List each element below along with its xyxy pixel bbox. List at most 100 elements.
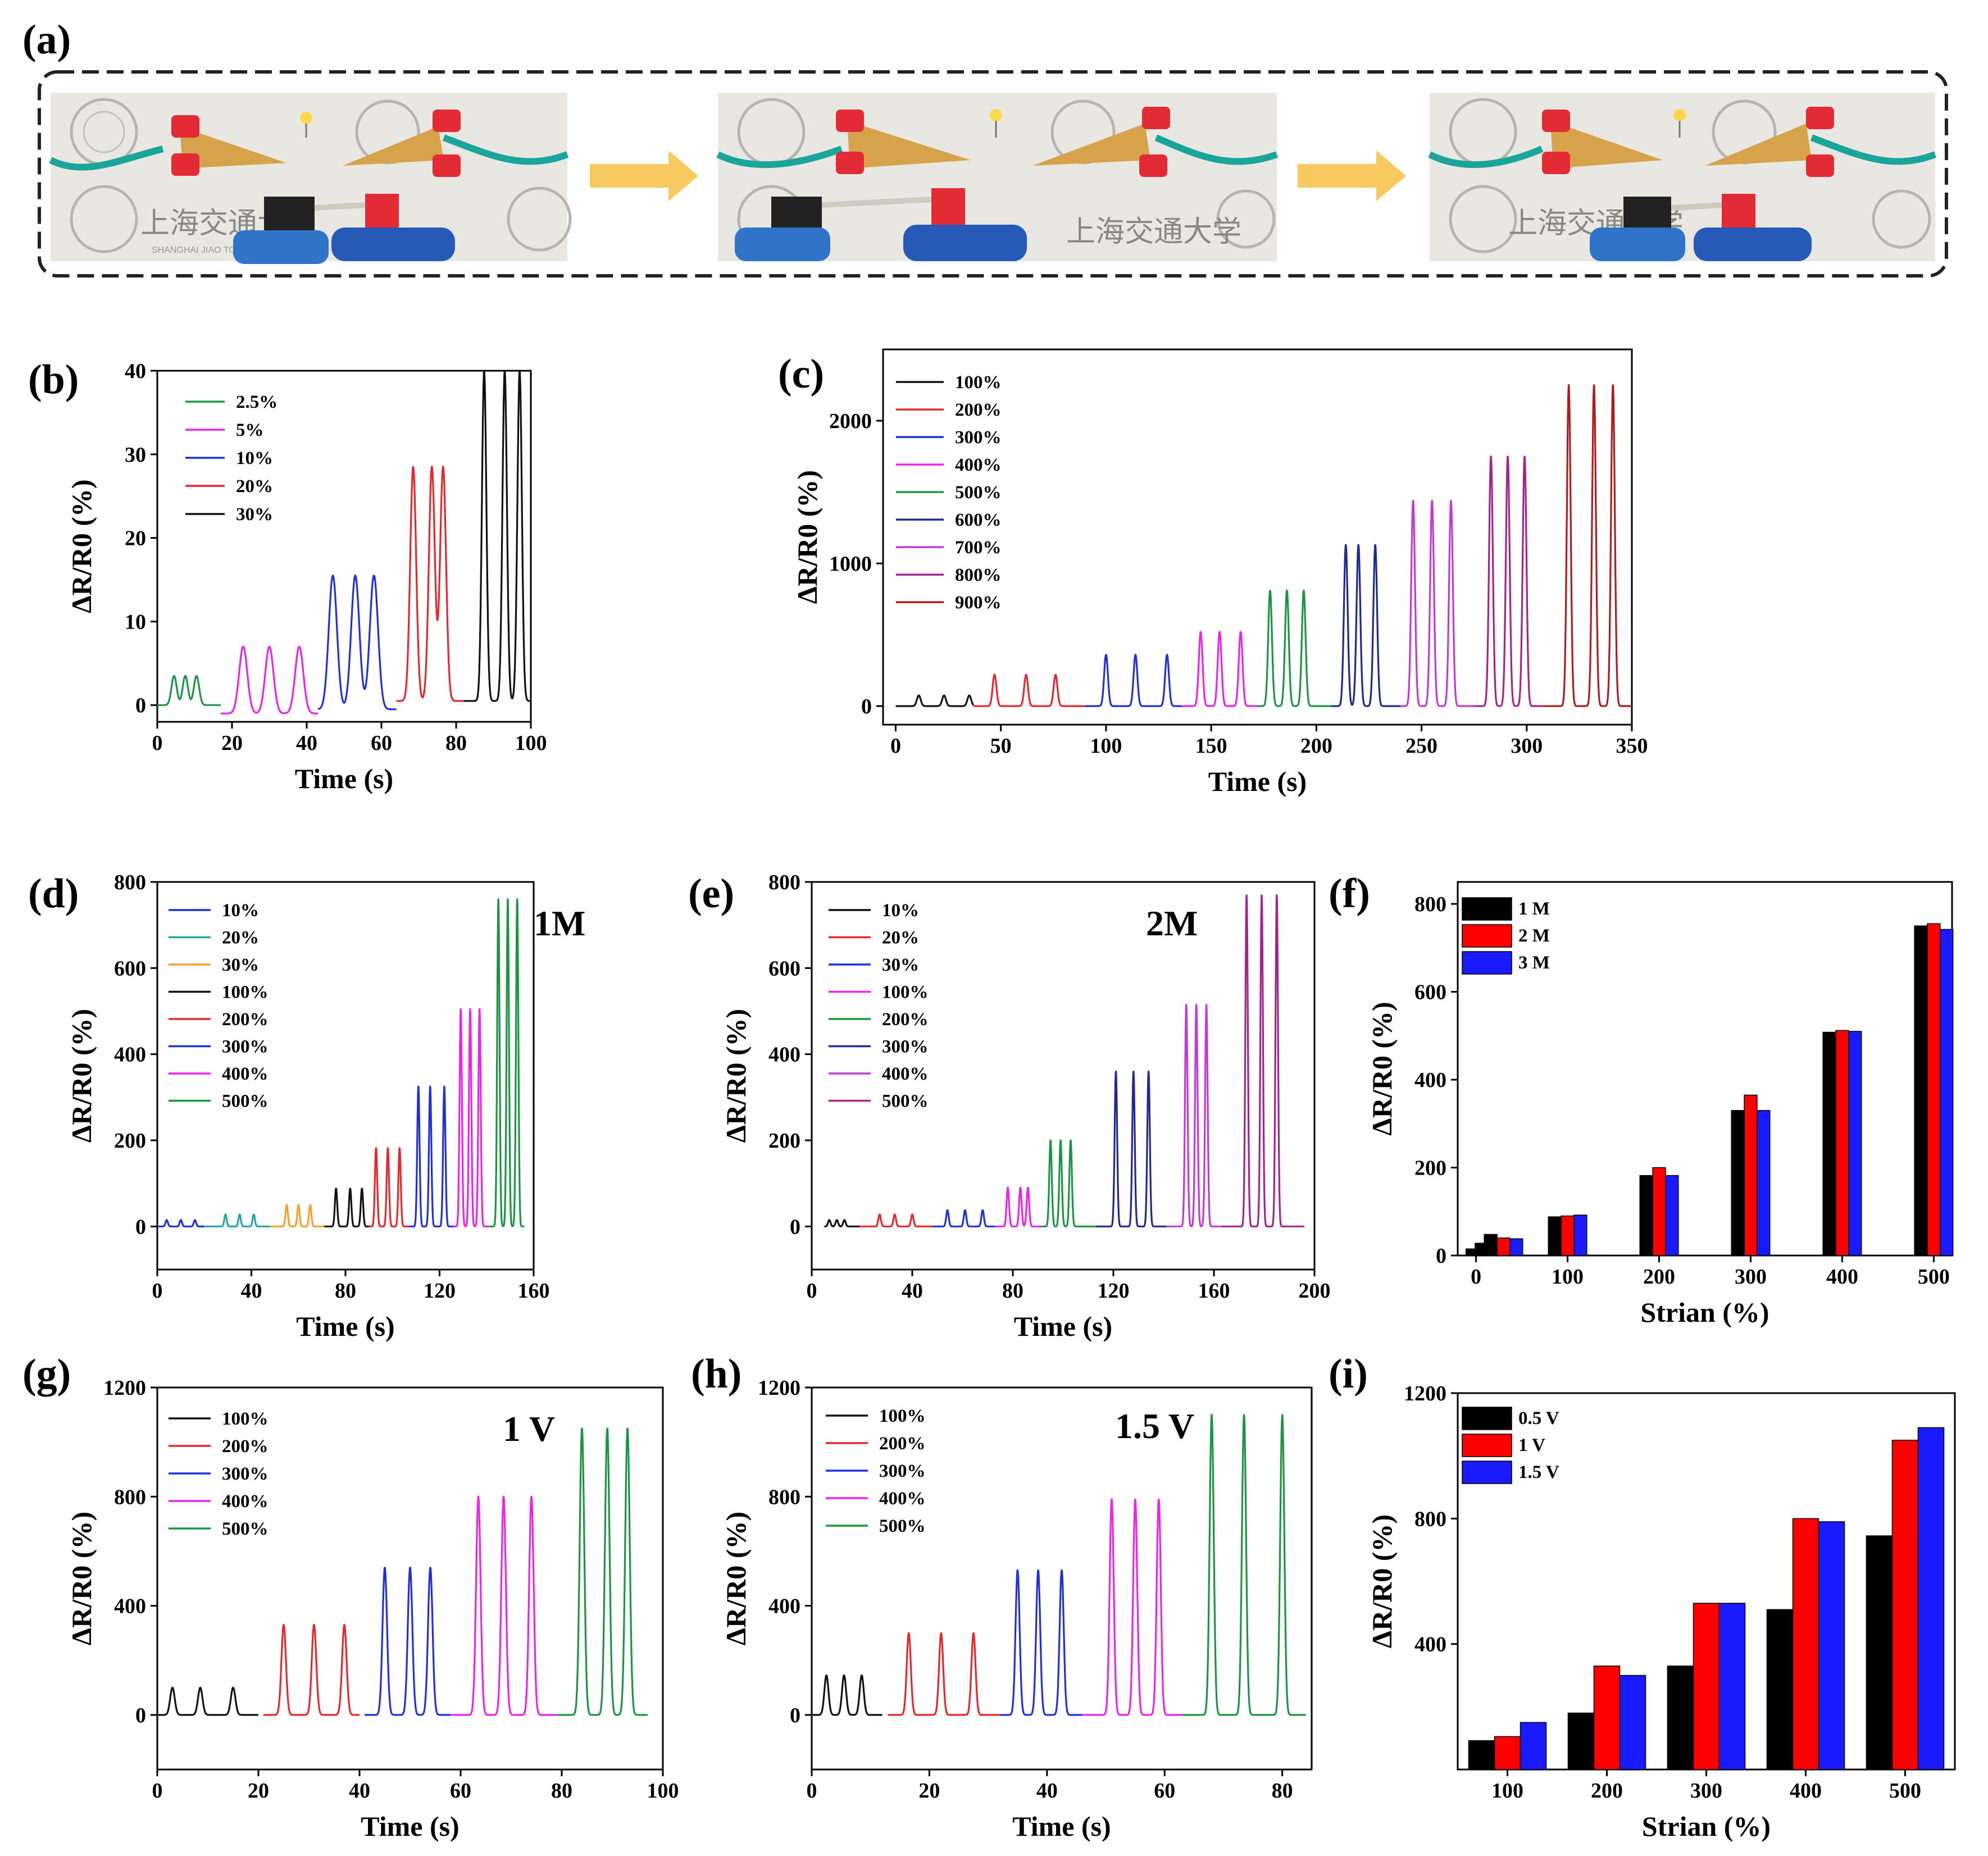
series-line-300%: [999, 1569, 1084, 1716]
legend-label: 2 M: [1518, 926, 1550, 946]
series-line-400%: [1181, 631, 1258, 707]
series-line-20%: [203, 1213, 271, 1227]
legend-label: 100%: [222, 1409, 269, 1429]
series-line-300%: [363, 1567, 452, 1716]
bar-1.5 V-400: [1818, 1521, 1845, 1770]
y-tick-label: 200: [114, 1129, 146, 1153]
x-tick-label: 0: [1471, 1265, 1481, 1289]
x-tick-label: 300: [1735, 1265, 1767, 1289]
x-tick-label: 40: [1036, 1779, 1058, 1803]
bar-1 V-300: [1693, 1603, 1720, 1770]
y-axis-label: ΔR/R0 (%): [1366, 1514, 1398, 1648]
legend-label: 100%: [879, 1406, 926, 1426]
series-line-20%: [395, 466, 465, 702]
y-tick-label: 1200: [103, 1376, 146, 1400]
series-line-10%: [157, 1219, 206, 1227]
y-tick-label: 40: [125, 360, 146, 383]
series-line-300%: [1084, 653, 1182, 707]
x-tick-label: 350: [1616, 734, 1648, 758]
x-tick-label: 100: [647, 1779, 679, 1803]
plot-frame-g: [156, 1386, 664, 1771]
bar-3 M-100: [1573, 1214, 1587, 1256]
y-tick-label: 600: [768, 957, 800, 980]
plot-frame-c: [882, 348, 1633, 726]
photo-frame-3: 上海交通大学: [1428, 93, 1937, 261]
bar-3 M-200: [1665, 1175, 1679, 1256]
plot-frame-b: [156, 370, 532, 723]
bar-3 M-400: [1848, 1031, 1862, 1256]
plot-area: [157, 1427, 649, 1716]
x-tick-label: 80: [1272, 1779, 1293, 1803]
y-tick-label: 400: [768, 1595, 800, 1618]
x-tick-label: 80: [335, 1279, 356, 1303]
legend-label: 20%: [882, 928, 919, 948]
panel-annotation: 1 V: [503, 1409, 555, 1449]
series-line-200%: [972, 674, 1086, 707]
x-axis-label: Strian (%): [1640, 1297, 1769, 1328]
x-tick-label: 50: [990, 734, 1012, 758]
legend-label: 500%: [222, 1091, 269, 1112]
legend-swatch: [1462, 897, 1512, 921]
y-tick-label: 0: [790, 1215, 800, 1239]
series-line-700%: [1399, 499, 1475, 707]
series-line-2.5%: [157, 675, 222, 706]
chart-panel-i: 100 200 300 400 500 400 800 1200 Strian (%) ΔR/R0…: [1329, 1351, 1956, 1842]
series-line-5%: [220, 645, 319, 715]
y-tick-label: 400: [114, 1043, 146, 1067]
y-axis-label: ΔR/R0 (%): [66, 1512, 97, 1645]
series-line-500%: [556, 1427, 649, 1716]
y-tick-label: 1200: [758, 1376, 800, 1400]
x-tick-label: 160: [1198, 1279, 1230, 1303]
bar-3 M-500: [1940, 929, 1954, 1256]
x-tick-label: 60: [371, 731, 392, 755]
legend-label: 200%: [955, 400, 1002, 420]
series-line-30%: [462, 371, 531, 702]
bar-1.5 V-500: [1917, 1427, 1945, 1770]
y-tick-label: 800: [1414, 893, 1446, 916]
series-line-200%: [1039, 1139, 1097, 1227]
series-line-500%: [1257, 589, 1332, 707]
series-line-100%: [994, 1186, 1041, 1227]
x-tick-label: 200: [1299, 1279, 1331, 1303]
x-tick-label: 80: [1002, 1279, 1023, 1303]
plot-frame-h: [811, 1386, 1313, 1771]
bar-2 M-400: [1835, 1030, 1849, 1256]
x-tick-label: 20: [918, 1779, 940, 1803]
plot-area: [157, 898, 525, 1227]
legend-label: 100%: [882, 982, 929, 1003]
x-tick-label: 300: [1690, 1779, 1722, 1803]
x-tick-label: 60: [450, 1779, 471, 1803]
y-tick-label: 0: [1436, 1244, 1446, 1268]
x-axis-label: Time (s): [1208, 766, 1307, 797]
y-tick-label: 10: [125, 610, 146, 634]
legend-label: 300%: [222, 1464, 269, 1484]
legend-label: 400%: [222, 1491, 269, 1512]
legend-label: 400%: [882, 1064, 929, 1084]
legend-swatch: [1462, 951, 1512, 975]
x-tick-label: 20: [221, 731, 243, 755]
legend-swatch: [1462, 924, 1512, 948]
panel-label-i: (i): [1329, 1351, 1368, 1397]
y-tick-label: 800: [768, 1485, 800, 1509]
x-tick-label: 40: [296, 731, 317, 755]
series-line-100%: [895, 694, 975, 707]
series-line-400%: [1081, 1498, 1183, 1716]
legend-label: 200%: [222, 1436, 269, 1457]
series-line-400%: [1165, 1003, 1222, 1227]
panel-a-label: (a): [22, 17, 71, 63]
legend-label: 30%: [236, 504, 273, 525]
panel-label-g: (g): [22, 1351, 71, 1397]
bar-1 M-300: [1731, 1110, 1745, 1256]
series-line-300%: [408, 1085, 455, 1227]
legend-label: 1 M: [1518, 899, 1550, 919]
legend-label: 5%: [236, 420, 264, 440]
legend-label: 200%: [222, 1009, 269, 1030]
x-tick-label: 200: [1300, 734, 1332, 758]
x-tick-label: 200: [1591, 1779, 1623, 1803]
photo-frame-2: 上海交通大学: [716, 93, 1278, 261]
series-line-500%: [1181, 1414, 1307, 1716]
chart-panel-c: 0 50 100 150 200 250 300 350 0 1000 2000 Time (s) ΔR…: [778, 348, 1648, 797]
x-tick-label: 150: [1195, 734, 1227, 758]
legend-label: 3 M: [1518, 953, 1550, 973]
